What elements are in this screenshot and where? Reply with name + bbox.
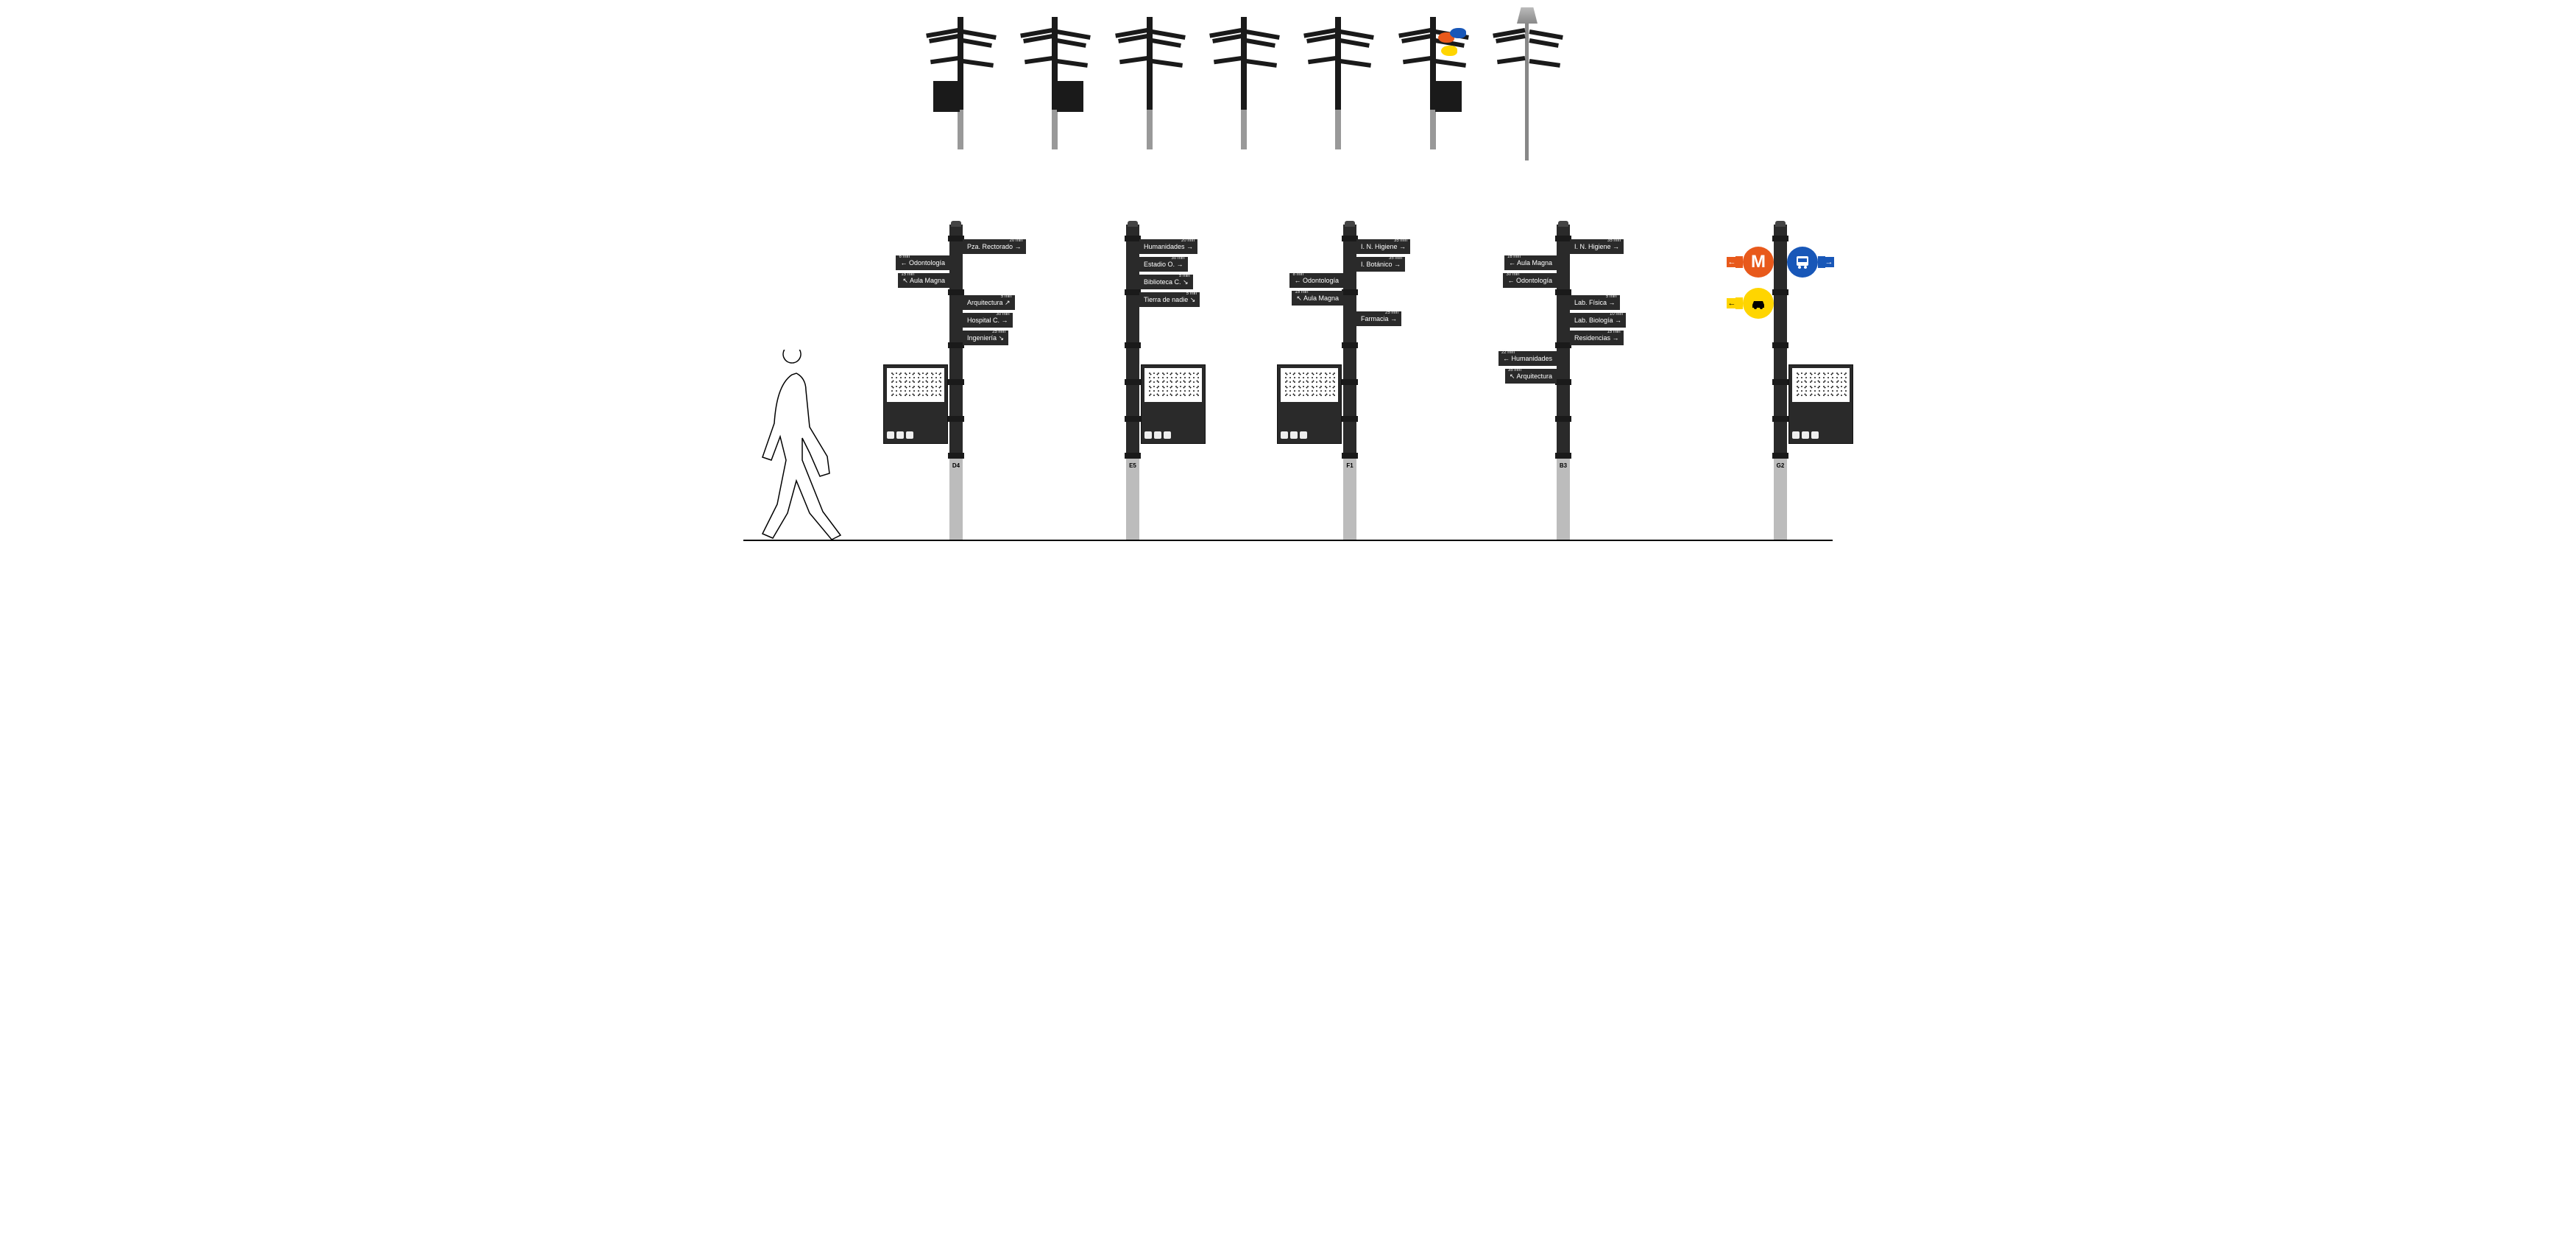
direction-blade: I. N. Higiene →35 min — [1356, 239, 1410, 254]
walk-time: 35 min — [1607, 233, 1621, 248]
diagram-canvas: Pza. Rectorado →20 min← Odontología6 min… — [714, 0, 1862, 552]
walk-time: 22 min — [1501, 345, 1515, 360]
walk-time: 30 min — [997, 307, 1010, 322]
arrow-icon: → — [1824, 257, 1834, 267]
walk-time: 6 min — [899, 250, 910, 264]
walk-time: 35 min — [1389, 251, 1402, 266]
direction-blade: ↖ Aula Magna15 min — [898, 273, 949, 288]
location-code: B3 — [1557, 462, 1569, 469]
map-panel — [1277, 364, 1342, 444]
mini-signpost — [1298, 13, 1379, 160]
walk-time: 15 min — [901, 267, 914, 282]
direction-blade: Humanidades →20 min — [1139, 239, 1197, 254]
location-code: F1 — [1344, 462, 1356, 469]
direction-blade: I. N. Higiene →35 min — [1570, 239, 1624, 254]
direction-blade: ↖ Aula Magna15 min — [1292, 291, 1343, 306]
mini-signpost — [1109, 13, 1190, 160]
mini-signpost — [920, 13, 1001, 160]
walk-time: 10 min — [1610, 307, 1623, 322]
direction-blade: ↖ Arquitectura35 min — [1505, 369, 1557, 384]
signpost-D4: Pza. Rectorado →20 min← Odontología6 min… — [949, 225, 963, 541]
signpost-B3: I. N. Higiene →35 min← Aula Magna16 min←… — [1557, 225, 1570, 541]
walk-time: 30 min — [1172, 251, 1185, 266]
map-panel — [1141, 364, 1206, 444]
map-panel — [883, 364, 948, 444]
location-code: G2 — [1774, 462, 1786, 469]
walk-time: 8 min — [1292, 267, 1303, 282]
walk-time: 16 min — [1507, 250, 1521, 264]
direction-blade: I. Botánico →35 min — [1356, 257, 1405, 272]
metro-icon: M — [1743, 247, 1774, 278]
transit-metro: M← — [1743, 247, 1774, 278]
mini-signpost — [1393, 13, 1473, 160]
location-code: E5 — [1127, 462, 1139, 469]
person-silhouette — [758, 350, 861, 541]
arrow-icon: ← — [1727, 298, 1737, 308]
signpost-E5: Humanidades →20 minEstadio O. →30 minBib… — [1126, 225, 1139, 541]
arrow-icon: ← — [1727, 257, 1737, 267]
transit-taxi: ← — [1743, 288, 1774, 319]
walk-time: 5 min — [1606, 289, 1617, 304]
mini-signpost — [1014, 13, 1095, 160]
signpost-F1: I. N. Higiene →35 minI. Botánico →35 min… — [1343, 225, 1356, 541]
transit-bus: → — [1787, 247, 1818, 278]
direction-blade: Farmacia →25 min — [1356, 311, 1401, 326]
walk-time: 35 min — [1508, 363, 1521, 378]
direction-blade: Biblioteca C. ↘5 min — [1139, 275, 1193, 289]
walk-time: 15 min — [1607, 325, 1621, 339]
signpost-G2: M←→←G2 — [1774, 225, 1787, 541]
direction-blade: Pza. Rectorado →20 min — [963, 239, 1026, 254]
map-panel — [1788, 364, 1853, 444]
location-code: D4 — [950, 462, 962, 469]
bus-icon — [1787, 247, 1818, 278]
direction-blade: ← Odontología30 min — [1503, 273, 1557, 288]
walk-time: 15 min — [1295, 285, 1308, 300]
walk-time: 30 min — [1506, 267, 1519, 282]
taxi-icon — [1743, 288, 1774, 319]
direction-blade: ← Humanidades22 min — [1498, 351, 1557, 366]
walk-time: 20 min — [1010, 233, 1023, 248]
walk-time: 5 min — [1179, 269, 1190, 283]
direction-blade: Tierra de nadie ↘5 min — [1139, 292, 1200, 307]
walk-time: 35 min — [1394, 233, 1407, 248]
mini-signpost — [1487, 13, 1568, 160]
walk-time: 20 min — [1181, 233, 1195, 248]
walk-time: 25 min — [992, 325, 1005, 339]
top-silhouette-row — [920, 13, 1568, 160]
direction-blade: Ingeniería ↘25 min — [963, 331, 1008, 345]
direction-blade: Residencias →15 min — [1570, 331, 1624, 345]
ground-line — [743, 540, 1833, 541]
walk-time: 5 min — [1001, 289, 1012, 304]
walk-time: 25 min — [1385, 306, 1398, 320]
mini-signpost — [1203, 13, 1284, 160]
walk-time: 5 min — [1186, 286, 1197, 301]
